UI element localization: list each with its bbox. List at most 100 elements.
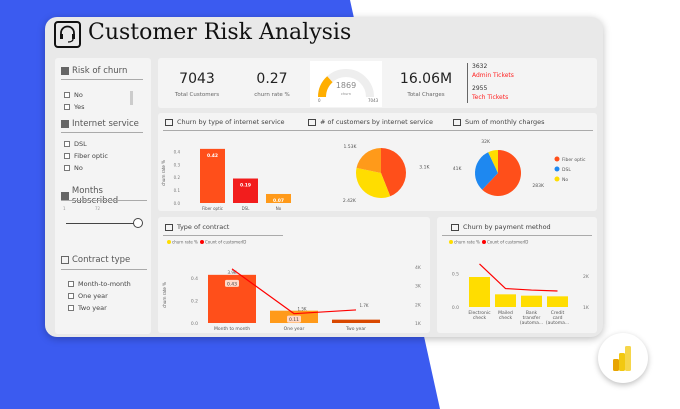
risk-option-yes[interactable]: Yes bbox=[64, 103, 85, 111]
gauge-label: churn bbox=[341, 92, 351, 96]
legend-marker bbox=[200, 240, 204, 244]
data-label: 0.19 bbox=[240, 183, 251, 189]
x-tick-label: (automa... bbox=[546, 320, 569, 326]
monthly-charges-pie-chart: 283K 141K 32K Fiber optic DSL No bbox=[453, 139, 586, 196]
x-tick-label: DSL bbox=[242, 206, 251, 211]
churn-rate-value: 0.27 bbox=[256, 71, 288, 87]
chart-title: # of customers by internet service bbox=[320, 118, 433, 126]
data-label: 32K bbox=[481, 139, 491, 145]
contract-option-monthly[interactable]: Month-to-month bbox=[68, 280, 131, 288]
y-tick-label: 0.2 bbox=[174, 175, 181, 180]
contract-option-two-year[interactable]: Two year bbox=[68, 304, 107, 312]
data-label: 0.07 bbox=[273, 198, 284, 204]
bar bbox=[521, 295, 542, 307]
filter-panel: Risk of churn No Yes Internet service DS… bbox=[55, 58, 151, 334]
divider bbox=[442, 235, 592, 236]
line-data-label: 1.7K bbox=[360, 303, 369, 308]
checkbox[interactable] bbox=[64, 92, 70, 98]
y-axis-label: churn rate % bbox=[161, 160, 166, 186]
x-tick-label: Two year bbox=[345, 326, 366, 332]
legend-label: churn rate % bbox=[454, 240, 480, 245]
gauge-max: 7043 bbox=[368, 98, 379, 103]
pie-slice bbox=[356, 148, 381, 173]
y2-tick-label: 2K bbox=[583, 274, 590, 280]
pie-slice bbox=[381, 148, 406, 197]
chart-title: Type of contract bbox=[177, 223, 230, 231]
admin-tickets-label: Admin Tickets bbox=[472, 72, 514, 79]
y2-tick-label: 1K bbox=[583, 305, 590, 311]
total-customers-value: 7043 bbox=[179, 71, 215, 87]
total-charges-label: Total Charges bbox=[407, 92, 445, 98]
pie-slice bbox=[488, 150, 498, 173]
divider bbox=[467, 63, 468, 103]
line-series bbox=[479, 263, 558, 292]
line-series bbox=[231, 268, 357, 315]
divider bbox=[61, 269, 147, 270]
bar bbox=[266, 193, 291, 203]
chart-header: # of customers by internet service bbox=[308, 118, 433, 126]
option-label: Two year bbox=[78, 304, 107, 312]
option-label: No bbox=[74, 91, 83, 99]
y2-tick-label: 3K bbox=[415, 284, 422, 290]
chart-header: Sum of monthly charges bbox=[453, 118, 545, 126]
slider-handle[interactable] bbox=[133, 218, 143, 228]
kpi-strip: 7043 Total Customers 0.27 churn rate % 1… bbox=[158, 58, 597, 108]
legend-label: DSL bbox=[562, 167, 571, 173]
risk-option-no[interactable]: No bbox=[64, 91, 83, 99]
legend-label: Count of customerID bbox=[205, 240, 246, 245]
slider-track[interactable] bbox=[66, 223, 138, 224]
line-data-label: 1.5K bbox=[298, 307, 307, 312]
internet-option-fiber[interactable]: Fiber optic bbox=[64, 152, 108, 160]
months-max-input[interactable]: 72 bbox=[95, 206, 101, 211]
checkbox[interactable] bbox=[64, 104, 70, 110]
legend-marker bbox=[482, 240, 486, 244]
x-tick-label: (automa... bbox=[520, 320, 543, 326]
chart-title: Churn by type of internet service bbox=[177, 118, 285, 126]
x-tick-label: No bbox=[276, 206, 282, 211]
churn-gauge: 1869 churn 0 7043 bbox=[310, 61, 382, 107]
risk-filter-header: Risk of churn bbox=[61, 66, 127, 76]
data-label: 3.1K bbox=[419, 164, 430, 170]
gauge-value: 1869 bbox=[335, 81, 357, 90]
x-tick-label: Credit bbox=[551, 310, 565, 316]
y-tick-label: 0.4 bbox=[191, 276, 198, 282]
bar bbox=[469, 277, 490, 307]
checkbox[interactable] bbox=[64, 141, 70, 147]
x-tick-label: Electronic bbox=[468, 310, 491, 316]
chart-icon bbox=[165, 223, 173, 231]
option-label: DSL bbox=[74, 140, 87, 148]
bar bbox=[233, 178, 258, 203]
contract-panel: Type of contract churn rate % Count of cu… bbox=[158, 217, 430, 333]
chart-icon bbox=[451, 223, 459, 231]
data-label: 2.42K bbox=[343, 198, 357, 204]
total-customers-label: Total Customers bbox=[174, 92, 220, 98]
data-label: 0.42 bbox=[207, 153, 218, 159]
divider bbox=[61, 79, 143, 80]
checkbox[interactable] bbox=[64, 165, 70, 171]
data-label: 1.53K bbox=[343, 144, 357, 150]
y-tick-label: 0.1 bbox=[174, 188, 181, 193]
data-label-bg bbox=[225, 279, 239, 287]
x-tick-label: Bank bbox=[526, 310, 538, 316]
internet-option-no[interactable]: No bbox=[64, 164, 83, 172]
line-data-label: 3.9K bbox=[228, 270, 237, 275]
contract-option-one-year[interactable]: One year bbox=[68, 292, 108, 300]
divider bbox=[61, 200, 147, 201]
x-tick-label: Mailed bbox=[498, 310, 513, 316]
y-tick-label: 0.3 bbox=[174, 162, 181, 167]
checkbox[interactable] bbox=[68, 305, 74, 311]
tech-tickets-value: 2955 bbox=[472, 85, 488, 92]
checkbox[interactable] bbox=[64, 153, 70, 159]
legend-label: churn rate % bbox=[172, 240, 198, 245]
y2-tick-label: 4K bbox=[415, 265, 422, 271]
data-label: 141K bbox=[453, 166, 463, 172]
scrollbar[interactable] bbox=[130, 91, 133, 105]
y-tick-label: 0.5 bbox=[452, 272, 459, 278]
checkbox[interactable] bbox=[68, 293, 74, 299]
internet-filter-header: Internet service bbox=[61, 119, 139, 129]
internet-option-dsl[interactable]: DSL bbox=[64, 140, 87, 148]
slicer-icon bbox=[61, 67, 69, 75]
checkbox[interactable] bbox=[68, 281, 74, 287]
months-min-input[interactable]: 1 bbox=[63, 206, 66, 211]
y2-tick-label: 1K bbox=[415, 321, 422, 327]
